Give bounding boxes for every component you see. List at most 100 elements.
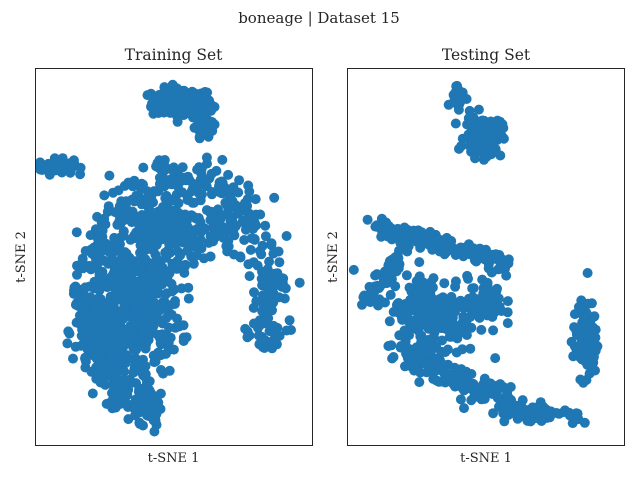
scatter-point xyxy=(125,234,136,245)
scatter-point xyxy=(140,217,151,228)
scatter-point xyxy=(437,335,447,346)
scatter-point xyxy=(124,292,135,303)
scatter-point xyxy=(469,255,480,266)
scatter-point xyxy=(260,231,271,242)
scatter-point xyxy=(119,247,130,258)
scatter-point xyxy=(77,256,88,267)
scatter-point xyxy=(475,139,486,150)
scatter-point xyxy=(414,257,425,268)
scatter-point xyxy=(257,341,268,351)
scatter-point xyxy=(87,388,98,399)
scatter-point xyxy=(175,250,186,261)
training-xlabel: t-SNE 1 xyxy=(148,451,200,466)
scatter-point xyxy=(159,82,170,93)
scatter-point xyxy=(138,238,149,248)
scatter-point xyxy=(103,201,114,212)
scatter-point xyxy=(90,366,101,377)
scatter-point xyxy=(435,293,446,304)
testing-ylabel: t-SNE 2 xyxy=(326,231,341,283)
scatter-point xyxy=(85,292,96,303)
scatter-point xyxy=(362,214,373,225)
scatter-point xyxy=(403,307,413,317)
training-title: Training Set xyxy=(125,46,224,64)
scatter-point xyxy=(446,304,457,315)
scatter-point xyxy=(503,254,514,265)
scatter-point xyxy=(168,194,179,205)
training-frame xyxy=(35,68,313,446)
scatter-point xyxy=(476,324,487,335)
scatter-point xyxy=(487,135,498,146)
scatter-point xyxy=(107,395,118,406)
testing-frame xyxy=(347,68,625,446)
scatter-point xyxy=(491,385,502,396)
scatter-point xyxy=(147,227,158,238)
scatter-point xyxy=(466,369,477,379)
scatter-point xyxy=(274,330,285,341)
scatter-point xyxy=(109,232,120,243)
scatter-point xyxy=(376,231,387,242)
scatter-point xyxy=(260,316,271,327)
scatter-point xyxy=(211,226,222,237)
scatter-point xyxy=(88,242,99,253)
scatter-point xyxy=(196,164,207,174)
scatter-point xyxy=(249,287,259,298)
scatter-point xyxy=(126,212,137,223)
testing-points xyxy=(348,80,603,429)
scatter-point xyxy=(446,291,457,302)
scatter-point xyxy=(104,322,115,332)
scatter-point xyxy=(142,90,153,101)
scatter-point xyxy=(114,284,125,295)
scatter-point xyxy=(68,353,78,364)
scatter-point xyxy=(488,325,499,336)
scatter-point xyxy=(436,317,447,328)
scatter-point xyxy=(207,233,218,244)
scatter-point xyxy=(144,197,155,207)
scatter-point xyxy=(71,227,82,238)
scatter-point xyxy=(114,293,125,304)
scatter-point xyxy=(108,373,118,384)
scatter-point xyxy=(63,326,74,337)
scatter-point xyxy=(471,309,482,320)
scatter-point xyxy=(588,353,599,364)
scatter-point xyxy=(90,303,101,313)
scatter-point xyxy=(150,280,160,291)
scatter-point xyxy=(473,104,484,115)
scatter-point xyxy=(281,325,292,336)
scatter-point xyxy=(180,209,191,220)
scatter-point xyxy=(452,96,462,107)
scatter-point xyxy=(569,341,580,352)
scatter-point xyxy=(78,339,89,350)
scatter-point xyxy=(207,125,218,136)
scatter-point xyxy=(189,185,199,196)
scatter-point xyxy=(119,375,130,386)
scatter-point xyxy=(412,289,423,300)
scatter-point xyxy=(163,106,174,117)
scatter-point xyxy=(51,158,61,169)
training-points xyxy=(35,79,305,437)
scatter-point xyxy=(113,185,124,196)
scatter-point xyxy=(245,244,256,255)
scatter-point xyxy=(497,119,508,130)
scatter-point xyxy=(191,250,202,261)
scatter-point xyxy=(394,245,404,256)
scatter-point xyxy=(149,426,160,437)
scatter-point xyxy=(85,314,96,325)
scatter-point xyxy=(177,162,188,173)
scatter-point xyxy=(463,273,473,284)
scatter-point xyxy=(97,225,108,236)
scatter-point xyxy=(156,365,166,375)
scatter-point xyxy=(590,324,601,335)
scatter-point xyxy=(517,395,528,406)
scatter-point xyxy=(160,209,171,220)
scatter-point xyxy=(477,115,488,126)
scatter-point xyxy=(496,306,507,316)
scatter-point xyxy=(589,311,600,322)
scatter-point xyxy=(449,362,460,373)
scatter-point xyxy=(495,127,506,138)
scatter-point xyxy=(575,374,586,385)
scatter-point xyxy=(195,174,206,185)
scatter-point xyxy=(402,232,413,242)
scatter-point xyxy=(499,416,510,427)
